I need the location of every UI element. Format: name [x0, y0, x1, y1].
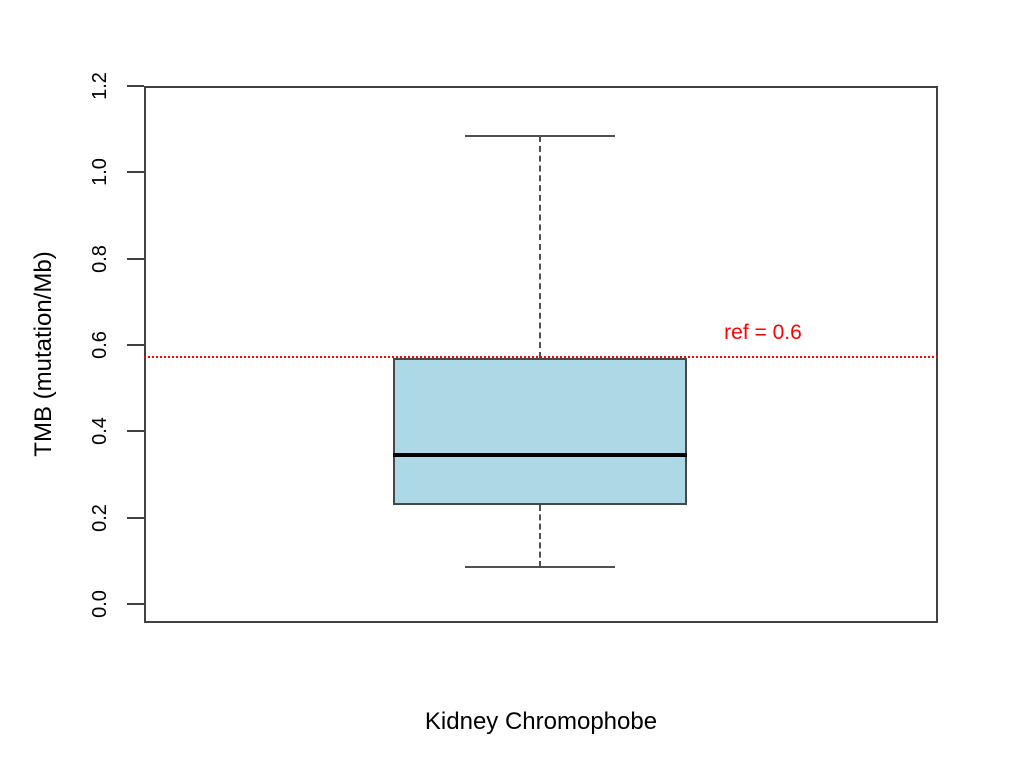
- y-axis-tick: [127, 257, 144, 260]
- plot-frame: [144, 86, 938, 623]
- y-axis-title: TMB (mutation/Mb): [30, 251, 57, 457]
- y-axis-tick-label: 0.6: [89, 331, 111, 359]
- reference-line-label: ref = 0.6: [724, 321, 802, 344]
- iqr-box: [393, 357, 687, 505]
- y-axis-tick: [127, 344, 144, 346]
- y-axis-tick-label: 0.4: [89, 417, 111, 446]
- lower-whisker-line: [539, 504, 541, 568]
- y-axis-tick: [127, 516, 144, 519]
- lower-whisker-cap: [465, 566, 615, 569]
- y-axis-tick: [127, 430, 144, 433]
- upper-whisker-cap: [465, 134, 615, 137]
- y-axis-tick-label: 0.0: [89, 590, 111, 618]
- y-axis-tick: [127, 171, 144, 174]
- y-axis-tick-label: 1.0: [89, 158, 111, 187]
- y-axis-tick: [127, 603, 144, 605]
- y-axis-tick-label: 0.8: [89, 244, 111, 273]
- median-line: [393, 453, 687, 458]
- y-axis-tick-label: 0.2: [89, 503, 111, 532]
- upper-whisker-line: [539, 135, 541, 358]
- y-axis-tick: [127, 85, 144, 87]
- reference-line: [144, 356, 938, 359]
- x-axis-title: Kidney Chromophobe: [424, 708, 658, 735]
- y-axis-tick-label: 1.2: [89, 72, 111, 100]
